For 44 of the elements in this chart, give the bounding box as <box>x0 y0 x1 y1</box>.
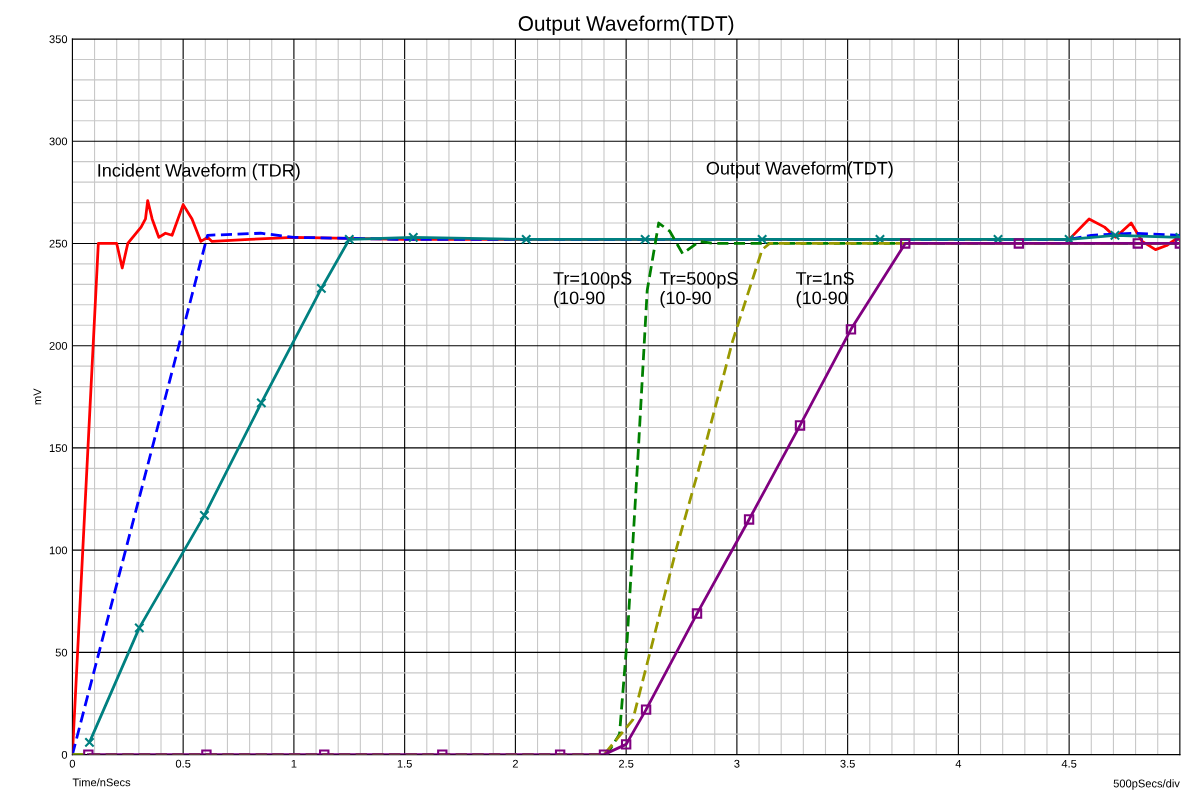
annotation: Tr=100pS (10-90 <box>553 272 632 308</box>
x-tick-label: 1.5 <box>397 759 412 768</box>
x-tick-label: 0.5 <box>175 759 191 768</box>
y-tick-label: 300 <box>49 137 68 146</box>
point <box>620 739 632 750</box>
point <box>199 510 210 521</box>
x-axis-title: Time/nSecs <box>72 778 131 787</box>
point <box>1109 230 1121 241</box>
point <box>1132 238 1143 249</box>
point <box>845 324 857 335</box>
point <box>640 704 652 715</box>
point <box>756 234 768 245</box>
y-tick-label: 0 <box>61 750 68 759</box>
point <box>1013 238 1025 249</box>
x-tick-label: 2.5 <box>618 759 634 768</box>
x-tick-label: 1 <box>291 759 297 768</box>
point <box>134 622 145 634</box>
point <box>344 234 355 245</box>
y-tick-label: 150 <box>49 444 68 453</box>
point <box>743 514 755 525</box>
point <box>84 737 95 748</box>
point <box>691 608 703 619</box>
point <box>900 238 911 249</box>
x-tick-label: 3.5 <box>840 759 855 768</box>
point <box>521 234 532 245</box>
x-tick-label: 3 <box>734 759 740 768</box>
annotation: Tr=500pS (10-90 <box>659 272 738 308</box>
point <box>794 420 806 431</box>
chart-title: Output Waveform(TDT) <box>518 15 734 35</box>
point <box>316 283 327 294</box>
point <box>639 234 651 245</box>
x-tick-label: 0 <box>69 759 76 768</box>
y-tick-label: 250 <box>49 239 68 248</box>
y-tick-label: 350 <box>49 35 68 44</box>
y-tick-label: 100 <box>49 546 68 555</box>
x-tick-label: 4.5 <box>1061 759 1077 768</box>
y-axis-title: mV <box>33 388 42 405</box>
y-tick-label: 200 <box>49 341 68 350</box>
y-tick-label: 50 <box>55 648 68 657</box>
point <box>408 232 419 243</box>
x-tick-label: 4 <box>955 759 962 768</box>
x-tick-label: 2 <box>512 759 518 768</box>
point <box>256 397 267 409</box>
text: 500pSecs/div <box>1113 779 1180 790</box>
